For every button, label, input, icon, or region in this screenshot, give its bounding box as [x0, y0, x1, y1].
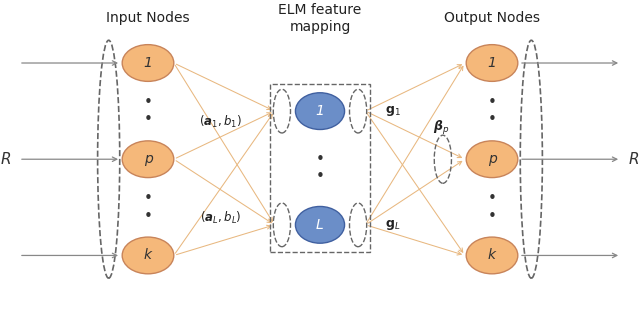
Ellipse shape [466, 141, 518, 177]
Text: $R$: $R$ [628, 151, 639, 167]
Text: Input Nodes: Input Nodes [106, 11, 190, 25]
Ellipse shape [122, 237, 174, 274]
Ellipse shape [122, 45, 174, 81]
Text: $\boldsymbol{\beta}_p$: $\boldsymbol{\beta}_p$ [433, 119, 450, 137]
Text: $\mathbf{g}_1$: $\mathbf{g}_1$ [385, 104, 401, 118]
Ellipse shape [296, 207, 344, 243]
Text: •
•: • • [488, 191, 497, 223]
Text: •
•: • • [316, 152, 324, 184]
Text: k: k [488, 249, 496, 262]
Text: $(\boldsymbol{a}_L, b_L)$: $(\boldsymbol{a}_L, b_L)$ [200, 210, 241, 226]
Ellipse shape [296, 93, 344, 130]
Text: 1: 1 [143, 56, 152, 70]
Ellipse shape [466, 237, 518, 274]
Text: p: p [488, 152, 497, 166]
Bar [270, 84, 370, 252]
Text: k: k [144, 249, 152, 262]
Text: Output Nodes: Output Nodes [444, 11, 540, 25]
Text: L: L [316, 218, 324, 232]
Text: •
•: • • [488, 95, 497, 127]
Text: $\mathbf{g}_L$: $\mathbf{g}_L$ [385, 218, 400, 232]
Text: ELM feature
mapping: ELM feature mapping [278, 3, 362, 33]
Text: 1: 1 [316, 104, 324, 118]
Text: •
•: • • [143, 95, 152, 127]
Text: 1: 1 [488, 56, 497, 70]
Ellipse shape [466, 45, 518, 81]
Text: $R$: $R$ [1, 151, 12, 167]
Text: p: p [143, 152, 152, 166]
Text: •
•: • • [143, 191, 152, 223]
Ellipse shape [122, 141, 174, 177]
Text: $(\boldsymbol{a}_1, b_1)$: $(\boldsymbol{a}_1, b_1)$ [199, 114, 242, 130]
